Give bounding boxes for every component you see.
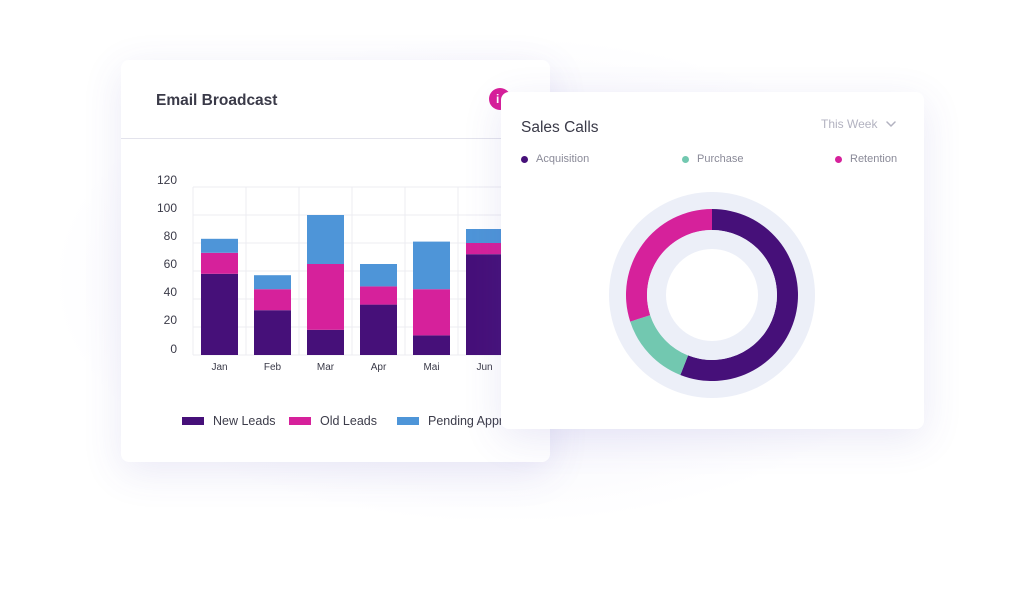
y-tick-label: 0 bbox=[170, 342, 177, 356]
bar-segment[interactable] bbox=[360, 286, 397, 305]
bar-segment[interactable] bbox=[413, 289, 450, 336]
y-tick-label: 40 bbox=[164, 285, 178, 299]
period-dropdown-label: This Week bbox=[821, 117, 878, 131]
donut-chart bbox=[609, 192, 815, 398]
legend-label-pending: Pending Appr bbox=[428, 414, 504, 428]
donut-hole bbox=[666, 249, 758, 341]
y-tick-label: 100 bbox=[157, 201, 177, 215]
email-broadcast-title: Email Broadcast bbox=[156, 92, 278, 109]
y-tick-label: 20 bbox=[164, 313, 178, 327]
legend-dot-retention bbox=[835, 155, 842, 163]
bar-segment[interactable] bbox=[360, 304, 397, 355]
legend-label-old-leads: Old Leads bbox=[320, 414, 377, 428]
legend-label-acquisition: Acquisition bbox=[536, 153, 590, 165]
legend-purchase[interactable]: Purchase bbox=[682, 153, 743, 165]
bar-segment[interactable] bbox=[360, 264, 397, 287]
y-tick-label: 120 bbox=[157, 173, 177, 187]
bar-segment[interactable] bbox=[413, 241, 450, 290]
email-broadcast-card: Email Broadcast i 0 20 40 60 80 100 120 Jan Feb M… bbox=[121, 60, 550, 462]
bar-segment[interactable] bbox=[254, 310, 291, 355]
legend-swatch-old-leads bbox=[289, 417, 311, 425]
chevron-down-icon bbox=[886, 121, 897, 127]
bar-segment[interactable] bbox=[254, 275, 291, 290]
bar-segment[interactable] bbox=[201, 273, 238, 355]
legend-new-leads[interactable]: New Leads bbox=[182, 414, 276, 428]
x-tick-label: Jan bbox=[211, 362, 227, 373]
legend-label-purchase: Purchase bbox=[697, 153, 744, 165]
bar-segment[interactable] bbox=[466, 229, 503, 243]
legend-dot-purchase bbox=[682, 155, 689, 163]
bar-segment[interactable] bbox=[413, 335, 450, 355]
bar-segment[interactable] bbox=[201, 238, 238, 253]
legend-dot-acquisition bbox=[521, 155, 528, 163]
legend-acquisition[interactable]: Acquisition bbox=[521, 153, 589, 165]
bar-segment[interactable] bbox=[307, 215, 344, 264]
bar-chart-legend: New Leads Old Leads Pending Appr bbox=[121, 414, 550, 434]
legend-swatch-new-leads bbox=[182, 417, 204, 425]
legend-pending[interactable]: Pending Appr bbox=[397, 414, 503, 428]
bar-segment[interactable] bbox=[307, 329, 344, 355]
donut-slice[interactable] bbox=[626, 209, 712, 322]
legend-label-retention: Retention bbox=[850, 153, 898, 165]
sales-calls-title: Sales Calls bbox=[521, 119, 599, 136]
x-tick-label: Mar bbox=[317, 362, 335, 373]
period-dropdown[interactable]: This Week bbox=[821, 117, 897, 131]
sales-calls-card: Sales Calls This Week Acquisition Purcha… bbox=[501, 92, 924, 429]
donut-slice[interactable] bbox=[630, 315, 689, 375]
x-tick-label: Jun bbox=[476, 362, 492, 373]
legend-label-new-leads: New Leads bbox=[213, 414, 276, 428]
donut-slice[interactable] bbox=[680, 209, 798, 381]
legend-swatch-pending bbox=[397, 417, 419, 425]
bar-segment[interactable] bbox=[466, 243, 503, 255]
bar-segment[interactable] bbox=[254, 289, 291, 311]
legend-old-leads[interactable]: Old Leads bbox=[289, 414, 377, 428]
stacked-bar-chart: 0 20 40 60 80 100 120 Jan Feb Mar Apr Mai Jun bbox=[157, 173, 550, 373]
bar-segment[interactable] bbox=[466, 254, 503, 355]
legend-retention[interactable]: Retention bbox=[835, 153, 897, 165]
x-tick-label: Mai bbox=[423, 362, 439, 373]
y-tick-label: 60 bbox=[164, 257, 178, 271]
bar-segment[interactable] bbox=[307, 264, 344, 330]
y-tick-label: 80 bbox=[164, 229, 178, 243]
bar-segment[interactable] bbox=[201, 252, 238, 274]
x-tick-label: Feb bbox=[264, 362, 282, 373]
x-tick-label: Apr bbox=[371, 362, 387, 373]
card-divider bbox=[121, 138, 550, 139]
